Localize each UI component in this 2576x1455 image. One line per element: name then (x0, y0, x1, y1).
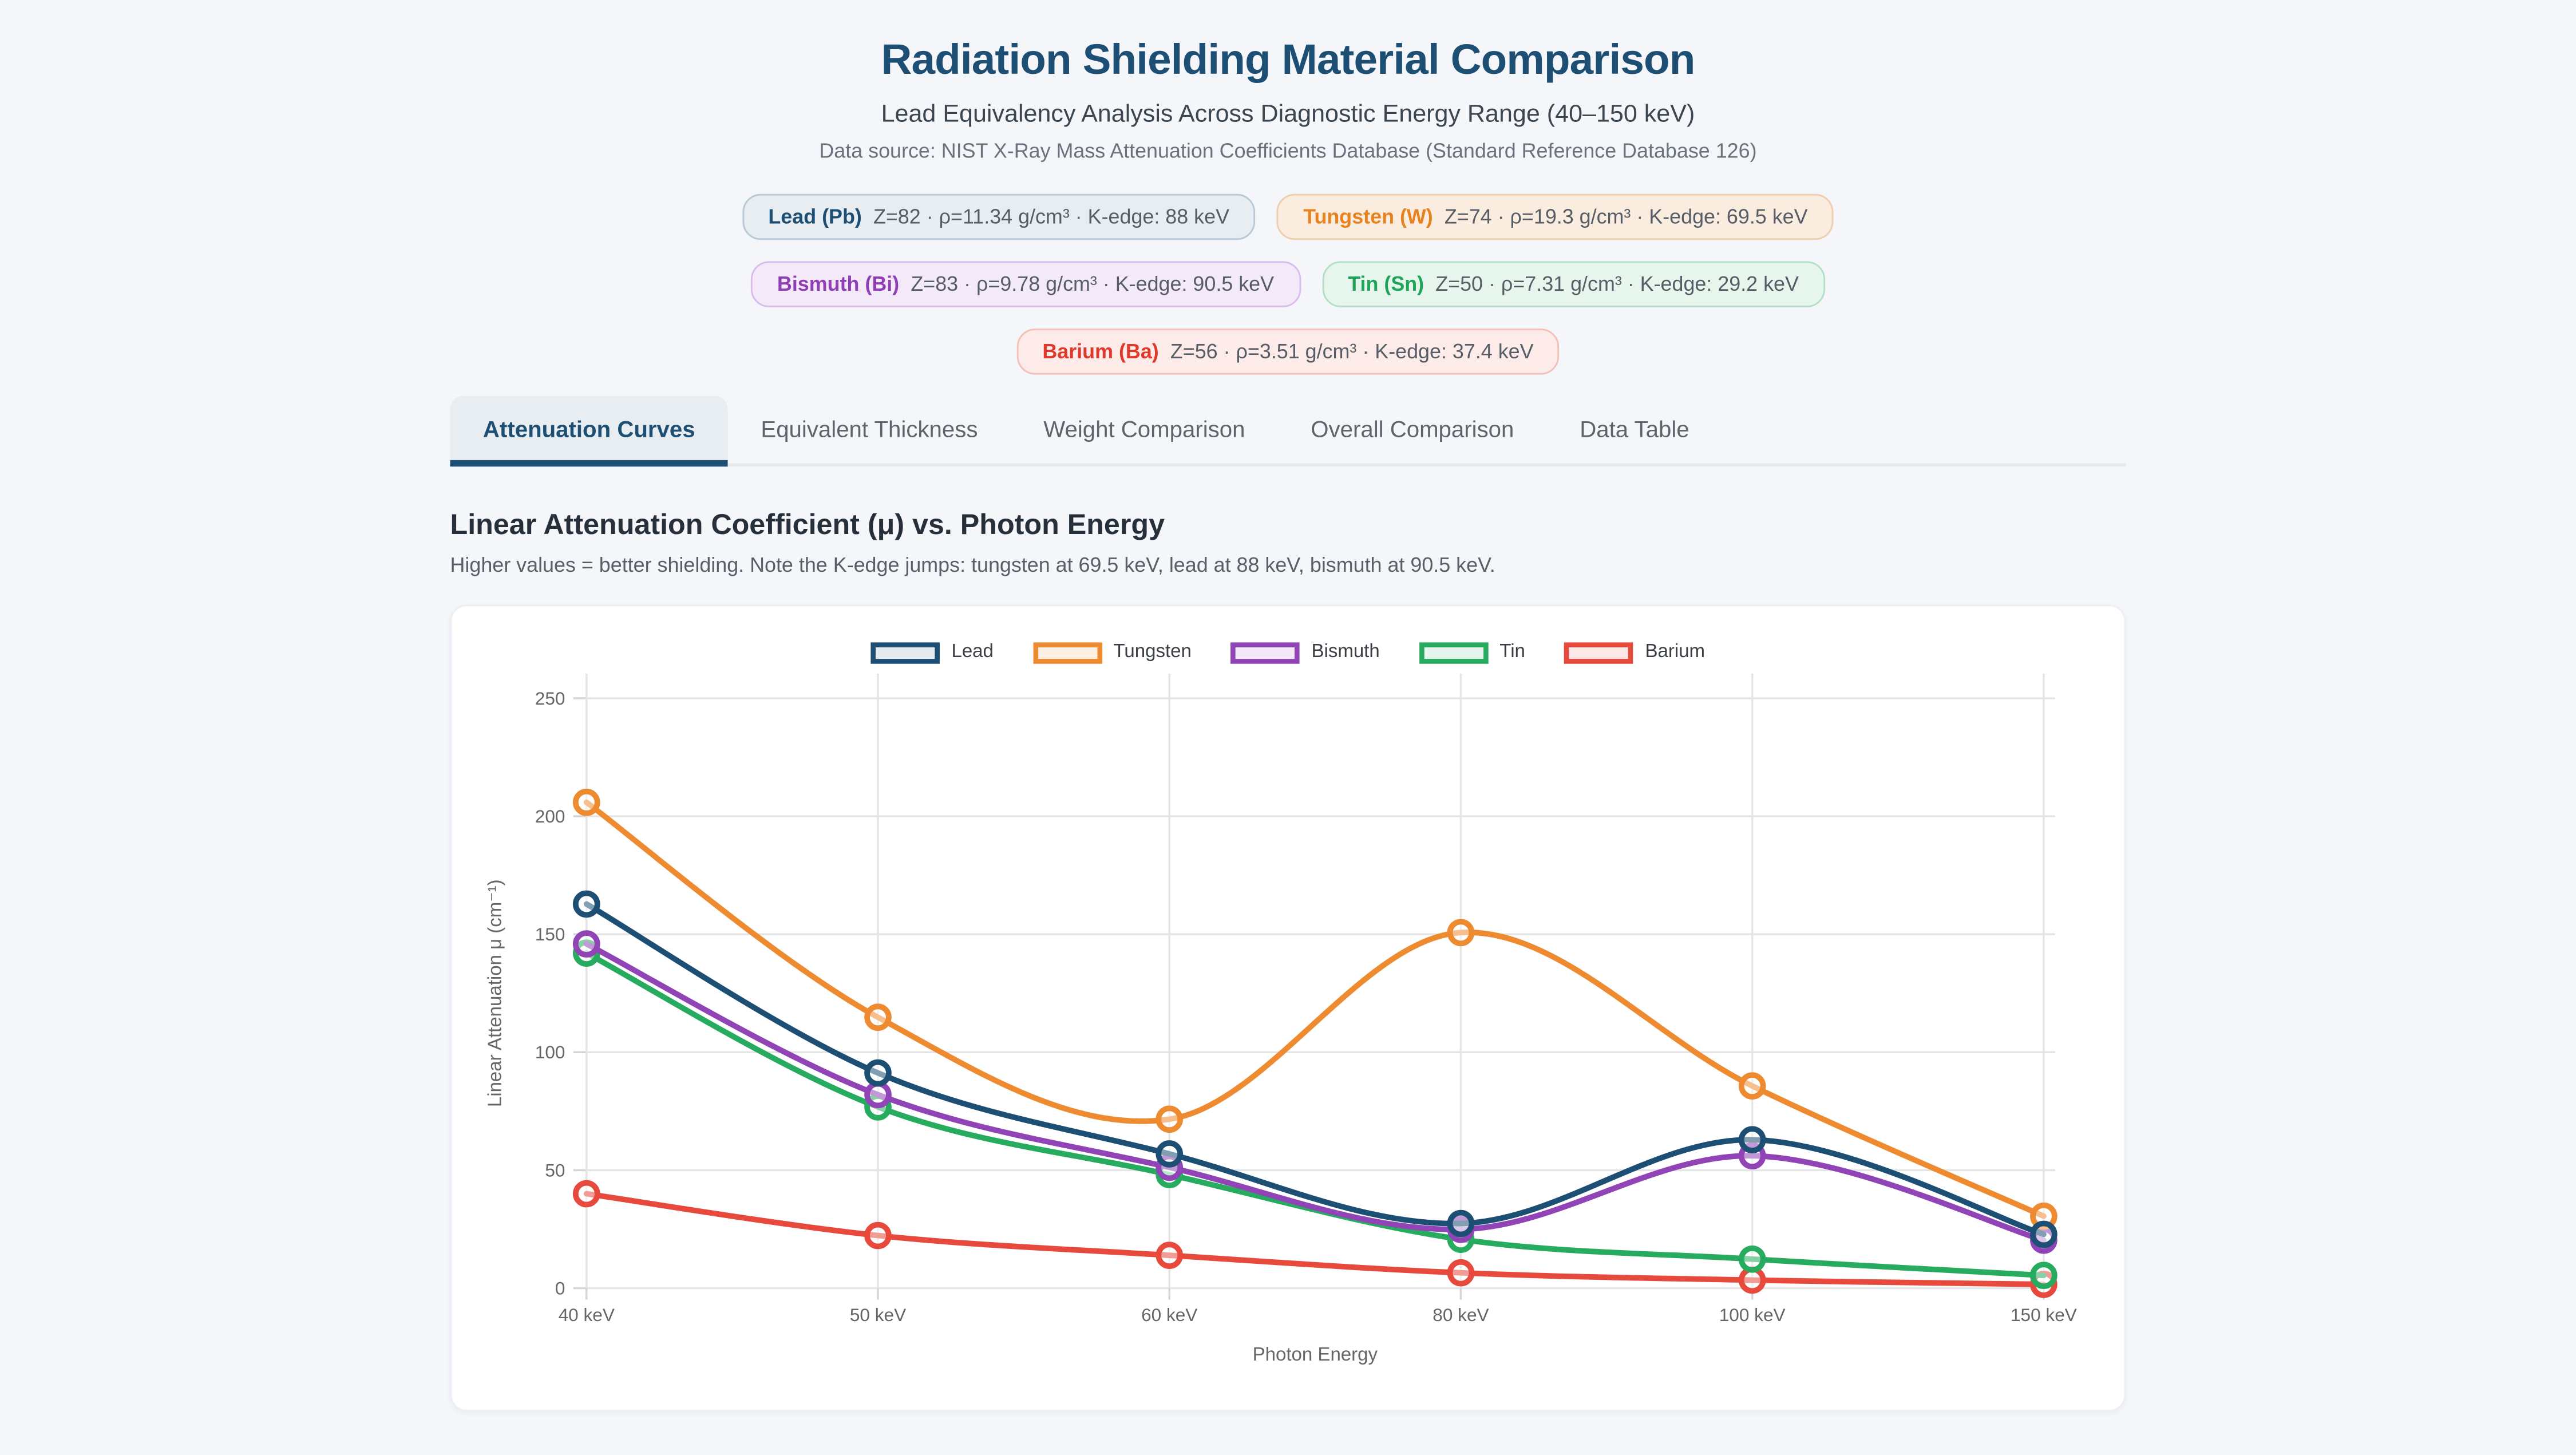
y-tick-label: 150 (535, 924, 565, 944)
material-name: Lead (Pb) (768, 205, 862, 228)
legend-swatch-tin (1419, 641, 1489, 663)
material-details: Z=50 · ρ=7.31 g/cm³ · K-edge: 29.2 keV (1435, 272, 1799, 296)
page-subtitle: Lead Equivalency Analysis Across Diagnos… (881, 100, 1695, 128)
material-chip-lead: Lead (Pb) Z=82 · ρ=11.34 g/cm³ · K-edge: … (742, 193, 1256, 240)
y-axis-title: Linear Attenuation μ (cm⁻¹) (484, 879, 505, 1107)
data-source-note: Data source: NIST X-Ray Mass Attenuation… (819, 139, 1757, 163)
legend-label: Tungsten (1113, 642, 1192, 662)
series-line-tin (583, 950, 2047, 1279)
legend-swatch-bismuth (1230, 641, 1300, 663)
material-chip-barium: Barium (Ba) Z=56 · ρ=3.51 g/cm³ · K-edge:… (1016, 329, 1560, 375)
chip-row: Barium (Ba) Z=56 · ρ=3.51 g/cm³ · K-edge:… (0, 329, 2576, 375)
x-tick-label: 40 keV (559, 1304, 615, 1325)
legend-label: Lead (951, 642, 994, 662)
material-chip-bismuth: Bismuth (Bi) Z=83 · ρ=9.78 g/cm³ · K-edge… (750, 261, 1301, 307)
legend-item-lead[interactable]: Lead (870, 641, 994, 663)
y-tick-label: 200 (535, 806, 565, 827)
legend-item-tungsten[interactable]: Tungsten (1032, 641, 1192, 663)
material-chip-tin: Tin (Sn) Z=50 · ρ=7.31 g/cm³ · K-edge: 29… (1321, 261, 1825, 307)
tab-equivalent-thickness[interactable]: Equivalent Thickness (728, 396, 1011, 466)
y-tick-label: 50 (545, 1160, 565, 1180)
chart-card: Lead Tungsten Bismuth Tin Barium 0 50 100 150 20… (450, 604, 2126, 1411)
series-line-bismuth (583, 941, 2047, 1243)
legend-swatch-tungsten (1032, 641, 1102, 663)
data-point-tungsten-150-kev[interactable] (2030, 1202, 2057, 1230)
material-name: Barium (Ba) (1042, 340, 1159, 363)
series-line-lead (583, 901, 2047, 1237)
legend-item-tin[interactable]: Tin (1419, 641, 1525, 663)
x-tick-label: 60 keV (1141, 1304, 1197, 1325)
tab-overall-comparison[interactable]: Overall Comparison (1278, 396, 1547, 466)
material-details: Z=83 · ρ=9.78 g/cm³ · K-edge: 90.5 keV (911, 272, 1275, 296)
data-point-bismuth-50-kev[interactable] (864, 1081, 892, 1109)
series-tungsten (572, 788, 2057, 1230)
series-barium (572, 1180, 2057, 1298)
main-content: Attenuation Curves Equivalent Thickness We… (450, 396, 2126, 1411)
series-bismuth (572, 930, 2057, 1254)
material-name: Tin (Sn) (1348, 272, 1424, 296)
y-tick-label: 100 (535, 1042, 565, 1062)
data-point-tungsten-40-kev[interactable] (572, 788, 600, 816)
legend-item-barium[interactable]: Barium (1564, 641, 1706, 663)
tab-bar: Attenuation Curves Equivalent Thickness We… (450, 396, 2126, 467)
x-tick-label: 150 keV (2011, 1304, 2077, 1325)
data-point-lead-60-kev[interactable] (1156, 1140, 1184, 1168)
legend-swatch-barium (1564, 641, 1634, 663)
y-tick-label: 250 (535, 688, 565, 709)
data-point-tungsten-80-kev[interactable] (1447, 919, 1475, 947)
series-line-barium (583, 1191, 2047, 1287)
data-point-lead-100-kev[interactable] (1738, 1126, 1766, 1154)
legend-item-bismuth[interactable]: Bismuth (1230, 641, 1380, 663)
x-axis-title: Photon Energy (1253, 1343, 1378, 1365)
material-chips: Lead (Pb) Z=82 · ρ=11.34 g/cm³ · K-edge: … (0, 193, 2576, 375)
section-subtitle: Higher values = better shielding. Note t… (450, 553, 1495, 577)
series-tin (572, 939, 2057, 1290)
data-point-barium-60-kev[interactable] (1156, 1242, 1184, 1270)
data-point-barium-80-kev[interactable] (1447, 1259, 1475, 1287)
x-tick-label: 80 keV (1433, 1304, 1489, 1325)
series-line-tungsten (583, 799, 2047, 1219)
chip-row: Lead (Pb) Z=82 · ρ=11.34 g/cm³ · K-edge: … (0, 193, 2576, 240)
data-point-barium-40-kev[interactable] (572, 1180, 600, 1208)
data-point-tungsten-60-kev[interactable] (1156, 1105, 1184, 1133)
attenuation-chart-canvas[interactable]: 0 50 100 150 200 250 40 keV 50 keV 60 keV 80 keV 1… (452, 666, 2127, 1382)
legend-swatch-lead (870, 641, 940, 663)
x-tick-label: 100 keV (1719, 1304, 1786, 1325)
material-name: Tungsten (W) (1303, 205, 1433, 228)
data-point-tungsten-50-kev[interactable] (864, 1003, 892, 1031)
data-point-tin-100-kev[interactable] (1738, 1245, 1766, 1273)
data-point-lead-50-kev[interactable] (864, 1059, 892, 1087)
x-tick-label: 50 keV (850, 1304, 906, 1325)
tab-attenuation-curves[interactable]: Attenuation Curves (450, 396, 728, 467)
data-point-tin-150-kev[interactable] (2030, 1262, 2057, 1290)
page-title: Radiation Shielding Material Comparison (881, 34, 1695, 84)
section-title: Linear Attenuation Coefficient (μ) vs. P… (450, 507, 1165, 541)
tab-weight-comparison[interactable]: Weight Comparison (1011, 396, 1278, 466)
series-lead (572, 890, 2057, 1248)
chart-legend: Lead Tungsten Bismuth Tin Barium (452, 639, 2124, 666)
data-point-tungsten-100-kev[interactable] (1738, 1072, 1766, 1100)
page-header: Radiation Shielding Material Comparison … (0, 0, 2576, 163)
legend-label: Barium (1645, 642, 1706, 662)
material-details: Z=56 · ρ=3.51 g/cm³ · K-edge: 37.4 keV (1170, 340, 1534, 363)
material-chip-tungsten: Tungsten (W) Z=74 · ρ=19.3 g/cm³ · K-edge… (1277, 193, 1834, 240)
data-point-lead-150-kev[interactable] (2030, 1220, 2057, 1248)
data-point-barium-50-kev[interactable] (864, 1221, 892, 1250)
tab-data-table[interactable]: Data Table (1547, 396, 1722, 466)
chip-row: Bismuth (Bi) Z=83 · ρ=9.78 g/cm³ · K-edge… (0, 261, 2576, 307)
data-point-bismuth-40-kev[interactable] (572, 930, 600, 958)
material-details: Z=82 · ρ=11.34 g/cm³ · K-edge: 88 keV (873, 205, 1230, 228)
legend-label: Bismuth (1311, 642, 1380, 662)
material-details: Z=74 · ρ=19.3 g/cm³ · K-edge: 69.5 keV (1444, 205, 1808, 228)
legend-label: Tin (1499, 642, 1525, 662)
data-point-lead-80-kev[interactable] (1447, 1209, 1475, 1237)
data-point-lead-40-kev[interactable] (572, 890, 600, 918)
y-tick-label: 0 (555, 1278, 565, 1298)
material-name: Bismuth (Bi) (777, 272, 900, 296)
